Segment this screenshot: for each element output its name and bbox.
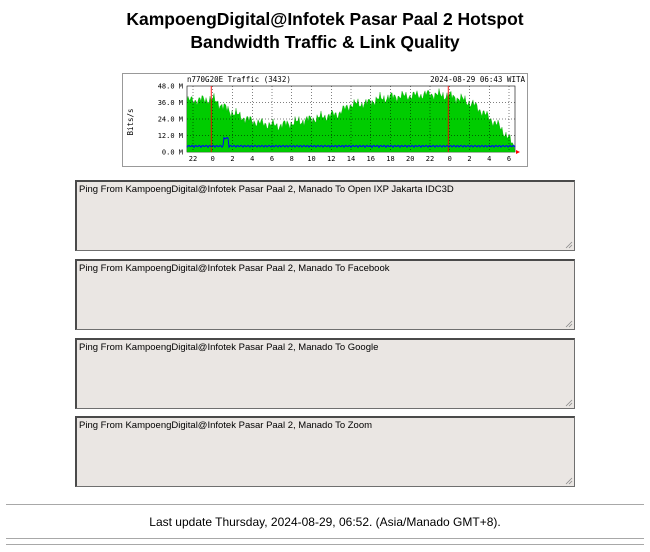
traffic-graph: n770G20E Traffic (3432) 2024-08-29 06:43… <box>122 73 528 167</box>
last-update-text: Last update Thursday, 2024-08-29, 06:52.… <box>149 515 501 529</box>
graph-header-right: 2024-08-29 06:43 WITA <box>430 75 525 84</box>
resize-grip-icon[interactable] <box>565 241 573 249</box>
graph-x-tick-label: 10 <box>307 155 315 163</box>
graph-x-tick-label: 4 <box>487 155 491 163</box>
graph-ylabel: Bits/s <box>126 108 135 135</box>
graph-x-tick-label: 0 <box>211 155 215 163</box>
graph-x-tick-label: 22 <box>426 155 434 163</box>
graph-x-tick-label: 6 <box>507 155 511 163</box>
graph-y-tick-label: 24.0 M <box>158 116 183 124</box>
graph-x-tick-label: 2 <box>230 155 234 163</box>
graph-x-tick-label: 14 <box>347 155 355 163</box>
ping-box-facebook[interactable]: Ping From KampoengDigital@Infotek Pasar … <box>75 259 575 330</box>
resize-grip-icon[interactable] <box>565 399 573 407</box>
graph-inbound-area <box>186 88 516 153</box>
divider-top <box>6 504 644 505</box>
ping-label-open-ixp: Ping From KampoengDigital@Infotek Pasar … <box>79 184 454 195</box>
graph-x-tick-label: 16 <box>367 155 375 163</box>
ping-label-google: Ping From KampoengDigital@Infotek Pasar … <box>79 342 379 353</box>
graph-x-tick-label: 12 <box>327 155 335 163</box>
graph-x-tick-label: 4 <box>250 155 254 163</box>
graph-x-tick-label: 20 <box>406 155 414 163</box>
traffic-graph-svg: n770G20E Traffic (3432) 2024-08-29 06:43… <box>123 74 527 166</box>
graph-y-tick-label: 12.0 M <box>158 132 183 140</box>
graph-y-tick-label: 36.0 M <box>158 99 183 107</box>
graph-y-tick-label: 0.0 M <box>162 149 183 157</box>
ping-label-facebook: Ping From KampoengDigital@Infotek Pasar … <box>79 263 390 274</box>
resize-grip-icon[interactable] <box>565 477 573 485</box>
ping-box-zoom[interactable]: Ping From KampoengDigital@Infotek Pasar … <box>75 416 575 487</box>
graph-x-tick-label: 2 <box>467 155 471 163</box>
graph-outbound-line <box>186 136 516 149</box>
graph-axis-arrow-icon <box>516 150 520 154</box>
divider-bottom <box>6 538 644 539</box>
graph-x-tick-label: 8 <box>290 155 294 163</box>
graph-y-tick-label: 48.0 M <box>158 83 183 91</box>
divider-bottom-2 <box>6 544 644 545</box>
graph-x-tick-label: 6 <box>270 155 274 163</box>
graph-x-tick-label: 18 <box>386 155 394 163</box>
graph-x-tick-label: 0 <box>448 155 452 163</box>
ping-box-open-ixp[interactable]: Ping From KampoengDigital@Infotek Pasar … <box>75 180 575 251</box>
graph-x-tick-label: 22 <box>189 155 197 163</box>
ping-box-google[interactable]: Ping From KampoengDigital@Infotek Pasar … <box>75 338 575 409</box>
resize-grip-icon[interactable] <box>565 320 573 328</box>
page-title-line1: KampoengDigital@Infotek Pasar Paal 2 Hot… <box>126 9 524 29</box>
graph-header-left: n770G20E Traffic (3432) <box>187 75 291 84</box>
ping-label-zoom: Ping From KampoengDigital@Infotek Pasar … <box>79 420 373 431</box>
page-title-line2: Bandwidth Traffic & Link Quality <box>190 32 460 52</box>
page-title: KampoengDigital@Infotek Pasar Paal 2 Hot… <box>0 8 650 54</box>
